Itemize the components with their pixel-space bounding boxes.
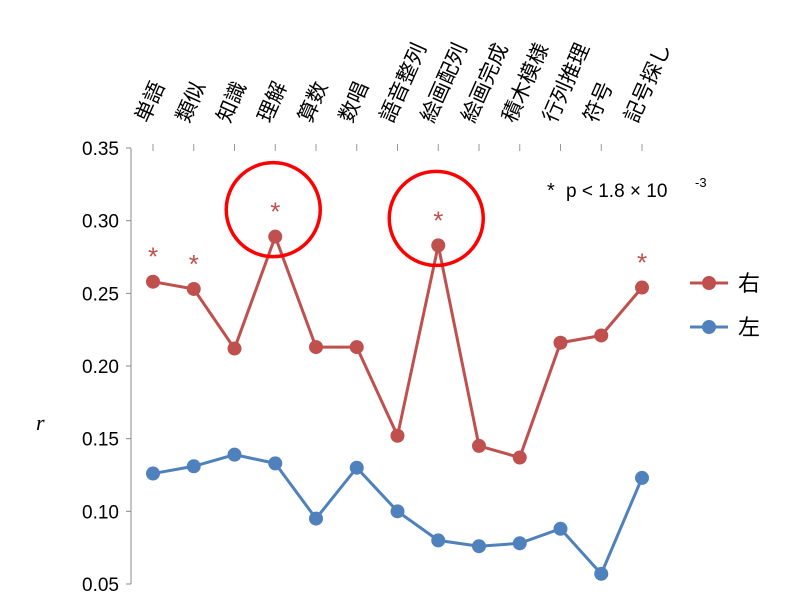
significance-marks: * * * * * xyxy=(148,160,647,279)
x-tick-label: 符号 xyxy=(579,78,618,126)
data-point xyxy=(512,450,527,465)
y-tick-label: 0.20 xyxy=(82,357,119,378)
data-point xyxy=(186,281,201,296)
annotation: * p < 1.8 × 10 -3 xyxy=(547,175,707,202)
data-point xyxy=(349,340,364,355)
significance-star: * xyxy=(270,197,280,227)
y-axis: 0.05 0.10 0.15 0.20 0.25 0.30 0.35 xyxy=(82,139,132,596)
x-tick-label: 類似 xyxy=(171,78,210,126)
data-point xyxy=(431,238,446,253)
data-point xyxy=(635,280,649,295)
significance-star: * xyxy=(433,205,443,235)
series-lines xyxy=(146,229,649,581)
annotation-star: * xyxy=(547,180,555,202)
annotation-exponent: -3 xyxy=(695,175,707,190)
data-point xyxy=(146,274,160,289)
legend: 右左 xyxy=(690,272,760,341)
data-point xyxy=(512,536,527,551)
legend-label: 右 xyxy=(738,272,760,297)
y-tick-label: 0.30 xyxy=(82,212,119,233)
y-axis-label: r xyxy=(36,410,45,435)
legend-marker xyxy=(702,276,716,290)
data-point xyxy=(553,335,568,350)
x-tick-label: 理解 xyxy=(253,78,292,126)
data-point xyxy=(594,566,609,581)
significance-star: * xyxy=(148,242,158,272)
legend-label: 左 xyxy=(738,316,760,341)
data-point xyxy=(309,340,323,355)
data-point xyxy=(472,438,486,453)
data-point xyxy=(146,466,160,481)
y-tick-label: 0.05 xyxy=(82,575,119,596)
data-point xyxy=(349,460,364,475)
data-point xyxy=(431,533,446,548)
data-point xyxy=(635,470,649,485)
y-tick-label: 0.35 xyxy=(82,139,119,160)
data-point xyxy=(186,459,201,474)
y-tick-label: 0.25 xyxy=(82,284,119,305)
x-tick-label: 記号探し xyxy=(620,40,676,126)
highlight-circle xyxy=(387,169,485,268)
series-line-right xyxy=(152,232,644,460)
x-tick-label: 数唱 xyxy=(334,78,373,126)
y-tick-label: 0.10 xyxy=(82,502,119,523)
data-point xyxy=(268,456,283,471)
data-point xyxy=(268,229,283,244)
legend-marker xyxy=(702,320,716,334)
highlight-circle xyxy=(224,160,322,259)
annotation-text: p < 1.8 × 10 xyxy=(566,181,667,202)
data-point xyxy=(227,447,242,462)
data-point xyxy=(309,511,323,526)
significance-star: * xyxy=(637,248,647,278)
data-point xyxy=(594,328,609,343)
x-tick-label: 知識 xyxy=(212,78,251,126)
x-tick-label: 算数 xyxy=(294,78,333,126)
significance-star: * xyxy=(189,249,199,279)
y-tick-label: 0.15 xyxy=(82,430,119,451)
data-point xyxy=(472,539,486,554)
data-point xyxy=(227,341,242,356)
data-point xyxy=(390,504,405,519)
data-point xyxy=(553,521,568,536)
x-tick-label: 単語 xyxy=(131,78,170,126)
data-point xyxy=(390,428,405,443)
